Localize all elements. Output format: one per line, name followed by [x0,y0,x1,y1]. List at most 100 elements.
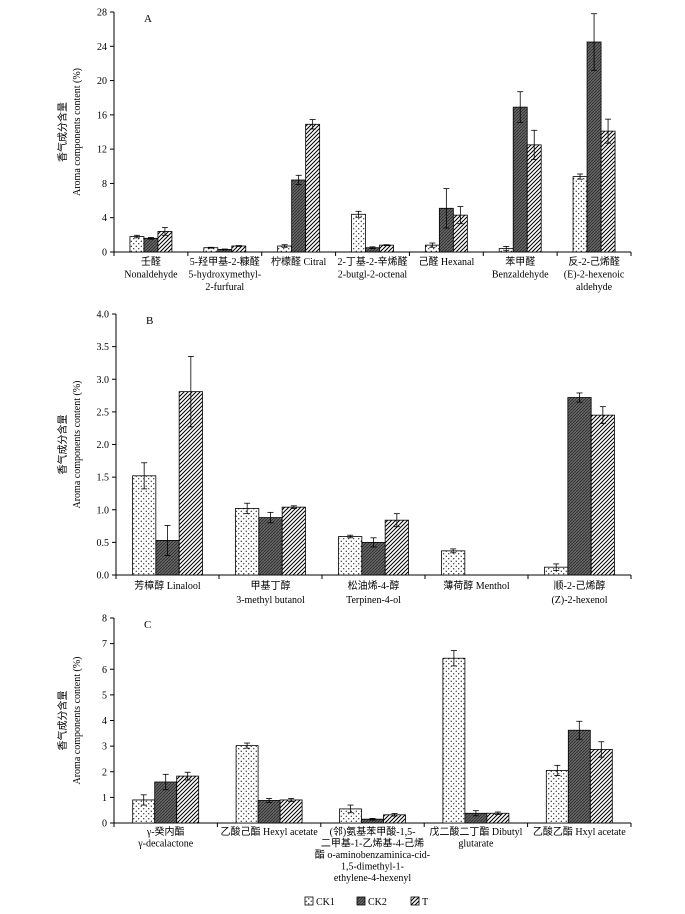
bar-t [384,519,409,576]
x-category-label: γ-癸内酯 [146,825,185,838]
y-tick-label: 1.5 [97,473,110,484]
bar-ck2 [512,106,528,253]
legend-swatch-ck1 [304,896,314,906]
bar-t [526,144,542,253]
x-category-label: 柠檬醛 Citral [271,255,326,268]
y-tick-label: 3 [102,742,107,753]
y-tick-label: 2.0 [97,440,110,451]
legend-swatch-t [410,896,420,906]
bar-ck1 [129,236,145,253]
x-category-label: 顺-2-己烯醇 [554,579,606,592]
y-tick-label: 3.5 [97,342,110,353]
x-category-label: aldehyde [576,282,613,293]
x-category-label: (Z)-2-hexenol [551,595,607,606]
y-tick-label: 7 [102,639,107,650]
x-category-label: ethylene-4-hexenyl [334,873,411,884]
y-tick-label: 20 [97,76,107,87]
chart-panel-c: 0 1 2 3 4 5 6 7 8 C 香气成分含量 Aroma components content… [56,614,632,884]
panel-label: A [144,13,152,25]
bar-ck1 [235,508,260,576]
bar-ck2 [257,800,281,824]
x-category-label: 二甲基-1-乙烯基-4-己烯 [321,837,424,850]
y-tick-label: 8 [102,179,107,190]
x-category-label: 2-furfural [205,282,244,293]
x-category-label: Nonaldehyde [124,270,178,281]
y-tick-label: 2 [102,767,107,778]
y-axis-title-en: Aroma components content (%) [72,656,83,784]
legend-label-ck2: CK2 [368,897,387,908]
panel-label: C [144,619,151,631]
x-category-label: 壬醛 [141,255,161,268]
x-category-label: γ-decalactone [137,839,193,850]
bar-ck1 [545,770,569,824]
bar-ck1 [132,475,157,576]
bar-ck1 [442,657,466,824]
y-tick-label: 6 [102,665,107,676]
x-category-label: 2-丁基-2-辛烯醛 [338,255,408,268]
bar-ck1 [351,213,366,253]
x-category-label: 己醛 Hexanal [418,255,474,268]
x-category-label: 薄荷醇 Menthol [443,579,510,592]
chart-panel-b: 0.0 0.5 1.0 1.5 2.0 2.5 3.0 3.5 4.0 B 香气成分含量 Aroma … [56,310,632,606]
y-axis-title-cn: 香气成分含量 [56,691,69,751]
bar-ck1 [572,176,588,253]
x-category-label: 戊二酸二丁酯 Dibutyl [429,825,522,838]
y-tick-label: 0.0 [97,571,110,582]
y-tick-label: 28 [97,8,107,19]
y-tick-label: 12 [97,145,107,156]
x-category-label: 3-methyl butanol [236,595,305,606]
y-tick-label: 2.5 [97,407,110,418]
y-axis-title-en: Aroma components content (%) [72,68,83,196]
bar-ck2 [258,517,283,576]
x-category-label: 苯甲醛 [505,255,535,268]
y-tick-label: 0 [102,248,107,259]
y-tick-label: 4.0 [97,310,110,321]
y-tick-label: 16 [97,110,107,121]
x-category-label: 乙酸乙酯 Hxyl acetate [533,825,626,838]
x-category-label: 芳樟醇 Linalool [134,579,201,592]
y-tick-label: 8 [102,614,107,625]
chart-legend: CK1 CK2 T [304,896,428,908]
x-category-label: (邻)氨基苯甲酸-1,5- [330,825,416,838]
x-category-label: 5-羟甲基-2-糠醛 [190,255,260,268]
bar-t [281,506,306,576]
bar-ck1 [441,550,466,576]
legend-label-t: T [422,897,428,908]
y-axis-title-cn: 香气成分含量 [56,415,69,475]
y-tick-label: 5 [102,690,107,701]
x-category-label: glutarate [458,839,494,850]
y-tick-label: 1.0 [97,505,110,516]
y-tick-label: 4 [102,716,107,727]
bar-t [590,414,615,576]
bar-t [279,799,303,824]
bar-ck2 [567,729,591,824]
bar-t [305,123,321,253]
x-category-label: 反-2-己烯醛 [568,255,620,268]
y-axis-title-en: Aroma components content (%) [72,380,83,508]
x-category-label: 1,5-dimethyl-1- [341,862,404,873]
legend-label-ck1: CK1 [316,897,335,908]
bar-t [589,749,613,824]
x-category-label: Benzaldehyde [492,270,549,281]
y-tick-label: 0.5 [97,538,110,549]
x-category-label: (E)-2-hexenoic [564,270,625,281]
panel-label: B [146,315,153,327]
x-category-label: Terpinen-4-ol [346,595,401,606]
x-category-label: 松油烯-4-醇 [348,579,400,592]
x-category-label: 乙酸己酯 Hexyl acetate [221,825,319,838]
chart-panel-a: 0 4 8 12 16 20 24 28 A 香气成分含量 Aroma components con… [56,8,632,293]
x-category-label: 甲基丁醇 [251,579,291,592]
bar-t [176,775,200,824]
bar-ck2 [586,41,602,253]
x-category-label: 酯 o-aminobenzaminica-cid- [315,849,430,861]
bar-ck2 [567,397,592,576]
y-tick-label: 3.0 [97,375,110,386]
bar-t [600,130,616,253]
x-category-label: 5-hydroxymethyl- [188,270,261,281]
y-tick-label: 4 [102,213,107,224]
bar-ck1 [338,536,363,576]
bar-ck2 [291,179,307,253]
y-axis-title-cn: 香气成分含量 [56,102,69,162]
y-tick-label: 1 [102,793,107,804]
